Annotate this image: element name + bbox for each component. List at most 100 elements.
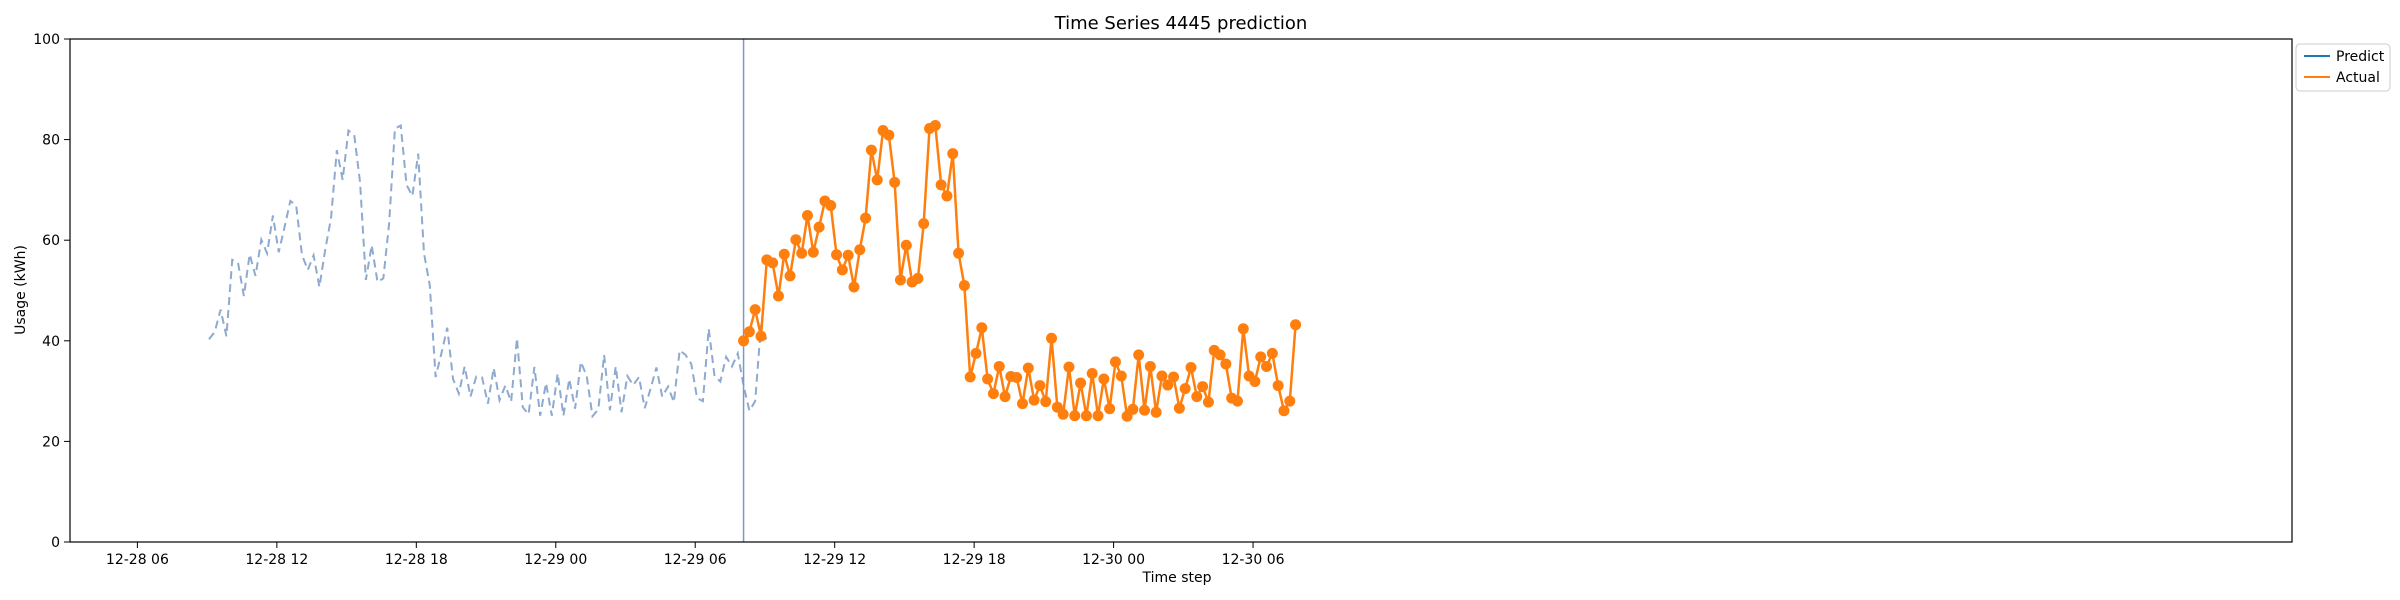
actual-point bbox=[1133, 349, 1145, 361]
actual-point bbox=[842, 249, 854, 261]
actual-point bbox=[1034, 380, 1046, 392]
actual-point bbox=[1011, 372, 1023, 384]
actual-point bbox=[1220, 358, 1232, 370]
actual-point bbox=[993, 360, 1005, 372]
actual-point bbox=[738, 335, 750, 347]
actual-point bbox=[1092, 410, 1104, 422]
actual-point bbox=[1127, 403, 1139, 415]
history-line bbox=[208, 123, 768, 419]
actual-point bbox=[918, 218, 930, 230]
actual-point bbox=[801, 210, 813, 222]
actual-point bbox=[987, 388, 999, 400]
actual-point bbox=[1202, 396, 1214, 408]
actual-point bbox=[1237, 323, 1249, 335]
actual-point bbox=[889, 176, 901, 188]
actual-point bbox=[912, 272, 924, 284]
actual-point bbox=[772, 290, 784, 302]
actual-point bbox=[1098, 373, 1110, 385]
x-tick-label: 12-30 00 bbox=[1082, 552, 1145, 568]
actual-point bbox=[1115, 370, 1127, 382]
actual-point bbox=[755, 330, 767, 342]
actual-point bbox=[883, 129, 895, 141]
actual-point bbox=[1261, 360, 1273, 372]
actual-point bbox=[1109, 356, 1121, 368]
actual-point bbox=[1016, 398, 1028, 410]
actual-point bbox=[1231, 395, 1243, 407]
actual-point bbox=[1249, 376, 1261, 388]
y-tick-label: 40 bbox=[42, 334, 60, 350]
actual-point bbox=[1040, 396, 1052, 408]
actual-point bbox=[1290, 319, 1302, 331]
actual-point bbox=[929, 120, 941, 132]
actual-point bbox=[976, 322, 988, 334]
actual-point bbox=[1185, 361, 1197, 373]
actual-point bbox=[1173, 402, 1185, 414]
actual-point bbox=[1255, 351, 1267, 363]
actual-point bbox=[1162, 379, 1174, 391]
actual-point bbox=[1179, 383, 1191, 395]
actual-point bbox=[836, 264, 848, 276]
actual-point bbox=[1075, 377, 1087, 389]
actual-point bbox=[1214, 349, 1226, 361]
actual-point bbox=[1168, 371, 1180, 383]
actual-point bbox=[790, 234, 802, 246]
actual-point bbox=[941, 190, 953, 202]
x-tick-label: 12-30 06 bbox=[1222, 552, 1285, 568]
actual-point bbox=[1086, 368, 1098, 379]
plot-frame bbox=[69, 38, 2293, 543]
actual-point bbox=[1284, 395, 1296, 407]
actual-point bbox=[953, 247, 965, 259]
x-tick-label: 12-28 06 bbox=[106, 552, 169, 568]
actual-point bbox=[743, 326, 755, 338]
y-tick-label: 0 bbox=[51, 535, 60, 551]
x-axis-label: Time step bbox=[1142, 570, 1212, 586]
legend: Predict Actual bbox=[2295, 43, 2391, 92]
actual-point bbox=[982, 373, 994, 385]
actual-point bbox=[1144, 360, 1156, 372]
actual-point bbox=[825, 199, 837, 211]
actual-point bbox=[1150, 406, 1162, 418]
actual-point bbox=[1266, 347, 1278, 359]
actual-point bbox=[860, 212, 872, 224]
actual-point bbox=[848, 281, 860, 293]
actual-point bbox=[767, 257, 779, 269]
chart-title: Time Series 4445 prediction bbox=[1054, 13, 1308, 34]
actual-point bbox=[964, 371, 976, 383]
actual-point bbox=[1156, 370, 1168, 382]
actual-point bbox=[865, 144, 877, 156]
y-axis: 0 20 40 60 80 100 bbox=[33, 32, 70, 551]
actual-point bbox=[958, 279, 970, 291]
actual-point bbox=[970, 347, 982, 359]
actual-point bbox=[796, 247, 808, 259]
y-tick-label: 60 bbox=[42, 233, 60, 249]
actual-point bbox=[1278, 405, 1290, 417]
actual-point bbox=[1022, 362, 1034, 374]
actual-point bbox=[871, 174, 883, 186]
actual-point bbox=[807, 246, 819, 258]
y-tick-label: 100 bbox=[33, 32, 60, 48]
actual-point bbox=[947, 148, 959, 160]
actual-point bbox=[1191, 391, 1203, 403]
actual-point bbox=[784, 270, 796, 282]
actual-point bbox=[1046, 332, 1058, 344]
actual-point bbox=[831, 249, 843, 261]
x-tick-label: 12-29 00 bbox=[524, 552, 587, 568]
actual-series bbox=[738, 120, 1302, 422]
actual-point bbox=[1104, 403, 1116, 415]
actual-point bbox=[935, 179, 947, 191]
actual-point bbox=[900, 239, 912, 251]
x-tick-label: 12-29 06 bbox=[664, 552, 727, 568]
actual-point bbox=[894, 274, 906, 286]
actual-point bbox=[1139, 404, 1151, 416]
actual-point bbox=[813, 221, 825, 233]
x-tick-label: 12-29 18 bbox=[943, 552, 1006, 568]
y-tick-label: 80 bbox=[42, 133, 60, 149]
actual-point bbox=[749, 304, 761, 316]
actual-point bbox=[1057, 408, 1069, 420]
y-axis-label: Usage (kWh) bbox=[13, 245, 29, 335]
actual-point bbox=[1069, 410, 1081, 422]
legend-label-actual: Actual bbox=[2336, 70, 2380, 86]
y-tick-label: 20 bbox=[42, 434, 60, 450]
x-axis: 12-28 06 12-28 12 12-28 18 12-29 00 12-29 06… bbox=[106, 542, 1285, 568]
x-tick-label: 12-28 18 bbox=[385, 552, 448, 568]
